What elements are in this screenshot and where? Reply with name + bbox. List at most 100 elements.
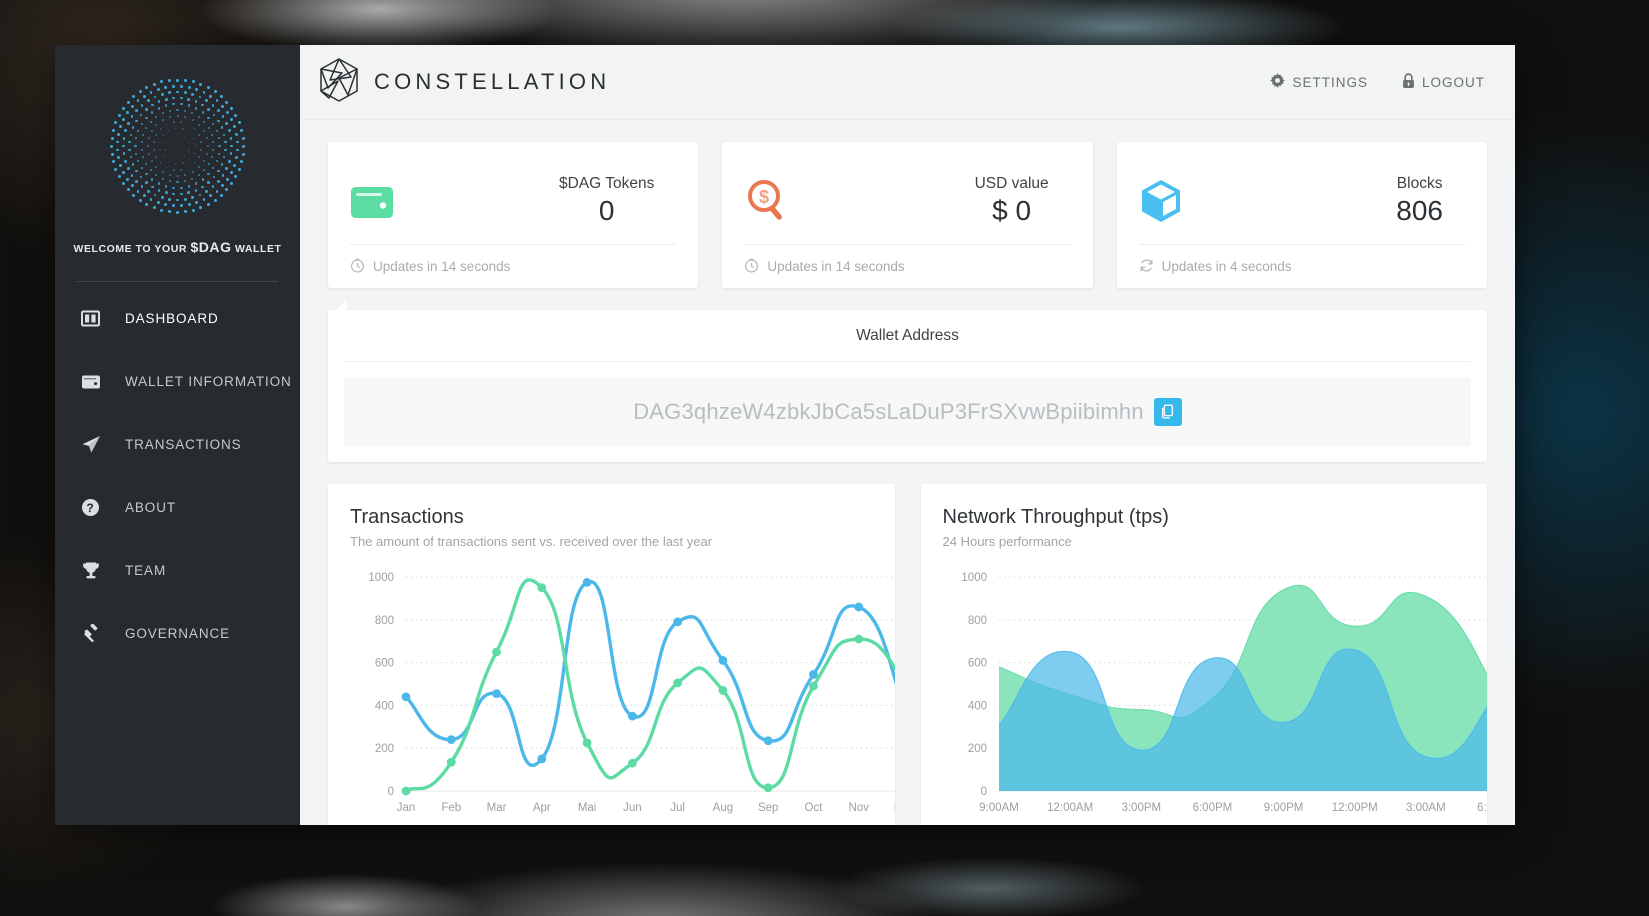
sidebar-nav: DASHBOARD WALLET INFORMATION TRANSACTION…: [55, 298, 300, 653]
wallet-app-window: WELCOME TO YOUR $DAG WALLET DASHBOARD WA…: [55, 45, 1515, 825]
svg-text:Mar: Mar: [487, 802, 507, 814]
throughput-area-chart[interactable]: 0 200 400 600 800 1000 9:00AM 12:00AM 3:00PM 6:00…: [943, 565, 1487, 825]
svg-text:12:00PM: 12:00PM: [1331, 802, 1377, 814]
refresh-icon: [1139, 258, 1154, 276]
sidebar-divider: [77, 281, 278, 282]
svg-text:9:00PM: 9:00PM: [1263, 802, 1303, 814]
gear-icon: [1270, 73, 1286, 91]
welcome-token: $DAG: [190, 239, 232, 255]
svg-text:400: 400: [967, 700, 986, 712]
dashboard-icon: [81, 308, 107, 328]
gavel-icon: [81, 623, 107, 643]
svg-text:Jun: Jun: [623, 802, 642, 814]
svg-text:600: 600: [967, 658, 986, 670]
svg-text:$: $: [759, 187, 769, 207]
stat-label: USD value: [974, 174, 1049, 192]
sidebar-item-label: TEAM: [125, 562, 167, 578]
svg-text:?: ?: [86, 501, 94, 515]
stat-card-blocks: Blocks 806 Updates in 4 seconds: [1116, 142, 1487, 288]
main-area: CONSTELLATION SETTINGS LOGOUT: [300, 45, 1515, 825]
stat-footer: Updates in 14 seconds: [744, 244, 1071, 288]
dollar-magnifier-icon: $: [744, 173, 808, 229]
chart-subtitle: 24 Hours performance: [942, 534, 1072, 549]
wallet-icon: [350, 173, 414, 229]
svg-text:Feb: Feb: [441, 802, 461, 814]
svg-text:3:00AM: 3:00AM: [1406, 802, 1446, 814]
svg-text:3:00PM: 3:00PM: [1121, 802, 1161, 814]
svg-text:Jan: Jan: [397, 802, 416, 814]
svg-text:1000: 1000: [368, 572, 394, 584]
stat-card-usd-value: $ USD value $ 0 Updates in: [722, 142, 1093, 288]
stat-value: $ 0: [992, 194, 1032, 226]
sidebar-item-dashboard[interactable]: DASHBOARD: [55, 298, 300, 338]
svg-text:0: 0: [980, 786, 986, 798]
svg-text:200: 200: [967, 743, 986, 755]
stat-footer: Updates in 4 seconds: [1138, 244, 1465, 288]
wallet-icon: [81, 371, 107, 391]
svg-text:200: 200: [375, 743, 394, 755]
svg-text:1000: 1000: [961, 572, 987, 584]
sidebar-logo: [55, 75, 300, 217]
logout-label: LOGOUT: [1421, 74, 1485, 90]
transactions-chart-card: Transactions The amount of transactions …: [328, 484, 895, 825]
svg-text:400: 400: [375, 700, 394, 712]
stat-label: Blocks: [1396, 174, 1443, 192]
wallet-address-card: Wallet Address DAG3qhzeW4zbkJbCa5sLaDuP3…: [328, 310, 1487, 462]
sidebar-item-label: WALLET INFORMATION: [125, 373, 292, 389]
constellation-hexagon-logo: [318, 57, 360, 108]
stat-value: 806: [1396, 194, 1443, 226]
svg-text:800: 800: [375, 615, 394, 627]
sidebar-item-label: GOVERNANCE: [125, 625, 231, 641]
chart-title: Transactions: [350, 506, 464, 528]
sidebar-item-transactions[interactable]: TRANSACTIONS: [55, 424, 300, 464]
sidebar: WELCOME TO YOUR $DAG WALLET DASHBOARD WA…: [55, 45, 300, 825]
stat-footer-label: Updates in 4 seconds: [1161, 259, 1292, 274]
svg-text:12:00AM: 12:00AM: [1047, 802, 1093, 814]
svg-text:Jul: Jul: [670, 802, 685, 814]
settings-label: SETTINGS: [1292, 74, 1368, 90]
charts-row: Transactions The amount of transactions …: [328, 484, 1487, 825]
stat-footer: Updates in 14 seconds: [350, 244, 677, 288]
sidebar-item-team[interactable]: TEAM: [55, 550, 300, 590]
svg-text:0: 0: [388, 786, 394, 798]
chart-subtitle: The amount of transactions sent vs. rece…: [350, 534, 713, 549]
copy-icon[interactable]: [1153, 398, 1182, 426]
chart-title: Network Throughput (tps): [942, 506, 1169, 528]
content: $DAG Tokens 0 Updates in 14 seconds: [300, 120, 1515, 825]
throughput-chart-card: Network Throughput (tps) 24 Hours perfor…: [920, 484, 1487, 825]
send-icon: [81, 434, 107, 454]
wallet-address-heading: Wallet Address: [344, 310, 1471, 362]
svg-text:Dec: Dec: [894, 802, 895, 814]
stat-value: 0: [598, 194, 615, 226]
svg-text:6:00PM: 6:00PM: [1192, 802, 1232, 814]
welcome-text: WELCOME TO YOUR $DAG WALLET: [55, 239, 300, 255]
welcome-prefix: WELCOME TO YOUR: [73, 243, 191, 255]
lock-icon: [1402, 72, 1415, 92]
svg-text:800: 800: [967, 615, 986, 627]
svg-text:Aug: Aug: [713, 802, 733, 814]
sidebar-item-about[interactable]: ? ABOUT: [55, 487, 300, 527]
svg-text:Nov: Nov: [849, 802, 870, 814]
sidebar-item-label: ABOUT: [125, 499, 177, 515]
clock-icon: [744, 258, 759, 276]
svg-text:Mai: Mai: [578, 802, 597, 814]
sidebar-item-label: DASHBOARD: [125, 310, 219, 326]
sidebar-item-wallet-information[interactable]: WALLET INFORMATION: [55, 361, 300, 401]
svg-text:6:00AM: 6:00AM: [1477, 802, 1487, 814]
logout-button[interactable]: LOGOUT: [1402, 72, 1485, 92]
svg-text:Sep: Sep: [758, 802, 778, 814]
wallet-address-value: DAG3qhzeW4zbkJbCa5sLaDuP3FrSXvwBpiibimhn: [633, 399, 1144, 424]
svg-text:600: 600: [375, 658, 394, 670]
stat-footer-label: Updates in 14 seconds: [373, 259, 511, 274]
stat-label: $DAG Tokens: [558, 174, 655, 192]
wallet-address-box: DAG3qhzeW4zbkJbCa5sLaDuP3FrSXvwBpiibimhn: [344, 378, 1471, 446]
sidebar-item-governance[interactable]: GOVERNANCE: [55, 613, 300, 653]
welcome-suffix: WALLET: [231, 243, 282, 255]
transactions-line-chart[interactable]: 0 200 400 600 800 1000 Jan Feb Mar Apr Mai Jun Jul Au…: [350, 565, 895, 825]
svg-text:Oct: Oct: [805, 802, 824, 814]
constellation-dot-logo: [107, 75, 249, 217]
svg-text:Apr: Apr: [533, 802, 551, 814]
svg-text:9:00AM: 9:00AM: [979, 802, 1019, 814]
brand[interactable]: CONSTELLATION: [318, 57, 610, 108]
settings-button[interactable]: SETTINGS: [1270, 73, 1368, 91]
